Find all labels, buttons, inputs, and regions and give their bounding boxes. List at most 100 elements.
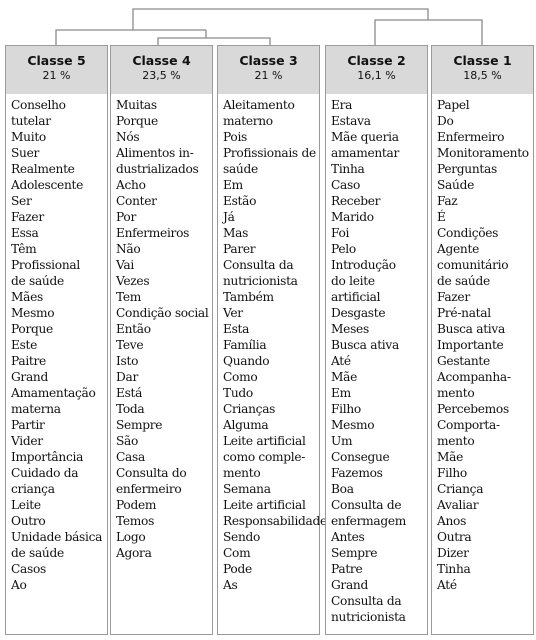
- word-item: Enfermeiro: [437, 130, 505, 144]
- word-list: Conselho tutelar Muito Suer Realmente Adolesc…: [6, 94, 107, 593]
- word-item: Boa: [331, 482, 354, 496]
- word-item: Até: [331, 354, 351, 368]
- word-item: Consulta de: [331, 498, 402, 512]
- word-item: Consegue: [331, 450, 390, 464]
- word-item: Um: [331, 434, 353, 448]
- word-item: de saúde: [11, 274, 64, 288]
- word-item: Ao: [11, 578, 27, 592]
- word-item: Parer: [223, 242, 256, 256]
- word-item: Leite artificial: [223, 434, 306, 448]
- word-item: Desgaste: [331, 306, 386, 320]
- class-header: Classe 5 21 %: [6, 46, 107, 94]
- word-item: Este: [11, 338, 38, 352]
- word-item: Grand: [331, 578, 368, 592]
- word-item: São: [116, 434, 139, 448]
- word-item: Agente: [437, 242, 479, 256]
- word-item: Em: [223, 178, 243, 192]
- word-item: Aleitamento: [223, 98, 295, 112]
- word-item: do leite: [331, 274, 375, 288]
- word-item: tutelar: [11, 114, 51, 128]
- word-item: Então: [116, 322, 151, 336]
- word-item: Saúde: [437, 178, 474, 192]
- word-item: Suer: [11, 146, 40, 160]
- word-item: Crianças: [223, 402, 276, 416]
- word-item: Muitas: [116, 98, 157, 112]
- word-item: Porque: [116, 114, 158, 128]
- word-item: comunitário: [437, 258, 509, 272]
- word-item: amamentar: [331, 146, 399, 160]
- word-list: Era Estava Mãe queria amamentar Tinha Caso Rec…: [326, 94, 427, 625]
- word-item: Pelo: [331, 242, 356, 256]
- word-item: Isto: [116, 354, 139, 368]
- word-item: Não: [116, 242, 141, 256]
- word-item: Muito: [11, 130, 46, 144]
- word-item: Família: [223, 338, 267, 352]
- class-percent: 21 %: [42, 69, 71, 82]
- word-item: Fazemos: [331, 466, 383, 480]
- word-item: Unidade básica: [11, 530, 103, 544]
- word-item: Introdução: [331, 258, 396, 272]
- word-item: Profissional: [11, 258, 80, 272]
- class-name: Classe 2: [347, 53, 406, 68]
- word-item: Tudo: [223, 386, 253, 400]
- word-list: Papel Do Enfermeiro Monitoramento Perguntas S…: [432, 94, 533, 593]
- word-item: nutricionista: [331, 610, 406, 624]
- word-item: Fazer: [11, 210, 44, 224]
- word-item: Receber: [331, 194, 381, 208]
- word-item: Temos: [116, 514, 155, 528]
- word-item: Vai: [116, 258, 134, 272]
- word-item: Está: [116, 386, 143, 400]
- word-item: enfermagem: [331, 514, 407, 528]
- word-item: Amamentação: [11, 386, 96, 400]
- word-item: Responsabilidade: [223, 514, 327, 528]
- word-item: como comple-: [223, 450, 306, 464]
- word-item: Tem: [116, 290, 142, 304]
- word-item: nutricionista: [223, 274, 298, 288]
- word-item: Mãe: [331, 370, 358, 384]
- word-item: Estava: [331, 114, 371, 128]
- word-item: Pode: [223, 562, 252, 576]
- word-item: Condição social: [116, 306, 209, 320]
- word-item: Filho: [331, 402, 361, 416]
- class-header: Classe 3 21 %: [218, 46, 319, 94]
- word-item: Sempre: [116, 418, 163, 432]
- word-item: Grand: [11, 370, 48, 384]
- word-item: Sempre: [331, 546, 378, 560]
- class-column: Classe 5 21 % Conselho tutelar Muito Suer Re…: [5, 45, 108, 635]
- word-item: Alimentos in-: [116, 146, 194, 160]
- word-item: mento: [437, 386, 475, 400]
- class-name: Classe 3: [239, 53, 298, 68]
- word-item: Mãe queria: [331, 130, 399, 144]
- word-item: Até: [437, 578, 457, 592]
- word-item: Mãe: [437, 450, 464, 464]
- word-item: Mesmo: [331, 418, 375, 432]
- word-item: Percebemos: [437, 402, 509, 416]
- class-percent: 18,5 %: [463, 69, 502, 82]
- word-item: Anos: [437, 514, 467, 528]
- word-item: mento: [223, 466, 261, 480]
- word-item: Foi: [331, 226, 350, 240]
- word-item: As: [223, 578, 238, 592]
- word-item: É: [437, 210, 446, 224]
- word-item: Realmente: [11, 162, 75, 176]
- word-item: Conselho: [11, 98, 66, 112]
- word-item: Dar: [116, 370, 138, 384]
- word-item: Enfermeiros: [116, 226, 190, 240]
- word-item: Acho: [116, 178, 146, 192]
- word-item: Também: [223, 290, 274, 304]
- word-item: Acompanha-: [437, 370, 511, 384]
- word-item: Busca ativa: [437, 322, 505, 336]
- word-item: Conter: [116, 194, 157, 208]
- word-item: mento: [437, 434, 475, 448]
- dendrogram: [55, 8, 483, 45]
- word-item: Patre: [331, 562, 363, 576]
- word-item: Paitre: [11, 354, 46, 368]
- word-item: Busca ativa: [331, 338, 399, 352]
- word-item: Dizer: [437, 546, 469, 560]
- word-item: enfermeiro: [116, 482, 182, 496]
- word-item: Alguma: [223, 418, 269, 432]
- class-column: Classe 1 18,5 % Papel Do Enfermeiro Monitor…: [431, 45, 534, 635]
- word-item: Quando: [223, 354, 270, 368]
- word-item: Partir: [11, 418, 45, 432]
- word-item: Gestante: [437, 354, 490, 368]
